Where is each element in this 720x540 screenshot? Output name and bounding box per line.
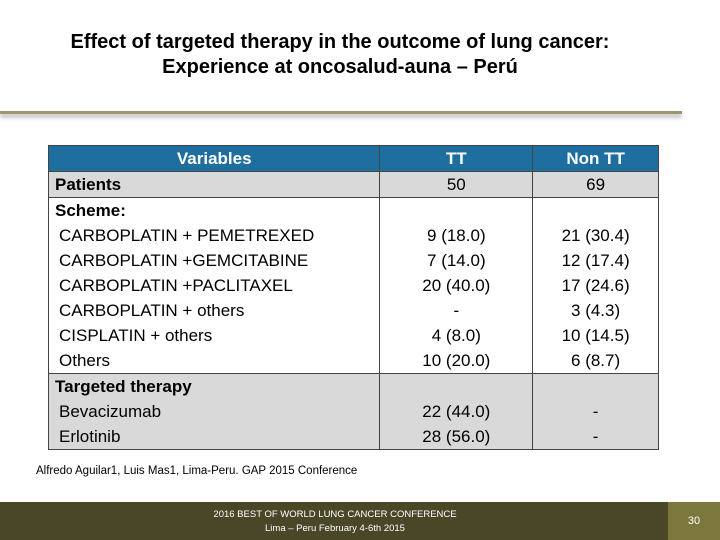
cell: 10 (14.5)	[532, 323, 659, 348]
cell: 4 (8.0)	[379, 323, 534, 348]
cell: 17 (24.6)	[532, 273, 659, 298]
table-row: Bevacizumab 22 (44.0) -	[47, 399, 659, 424]
footer: 2016 BEST OF WORLD LUNG CANCER CONFERENC…	[0, 502, 720, 540]
cell: CARBOPLATIN + others	[47, 298, 381, 323]
section-label: Scheme:	[47, 197, 381, 223]
cell: 12 (17.4)	[532, 248, 659, 273]
column-header: TT	[379, 145, 534, 172]
column-header: Variables	[47, 145, 381, 172]
cell: -	[532, 399, 659, 424]
footer-line: Lima – Peru February 4-6th 2015	[265, 523, 405, 534]
cell: CARBOPLATIN +PACLITAXEL	[47, 273, 381, 298]
cell: 20 (40.0)	[379, 273, 534, 298]
cell: 10 (20.0)	[379, 348, 534, 374]
cell: 21 (30.4)	[532, 223, 659, 248]
cell: CARBOPLATIN +GEMCITABINE	[47, 248, 381, 273]
data-table: Variables TT Non TT Patients 50 69 Scheme: CAR…	[47, 145, 659, 450]
divider	[0, 111, 682, 114]
cell	[532, 197, 659, 223]
cell: Erlotinib	[47, 424, 381, 450]
table-row: CARBOPLATIN +PACLITAXEL 20 (40.0) 17 (24.6…	[47, 273, 659, 298]
section-row: Patients 50 69	[47, 171, 659, 198]
cell	[532, 373, 659, 399]
cell: Others	[47, 348, 381, 374]
section-row: Targeted therapy	[47, 373, 659, 399]
cell: 6 (8.7)	[532, 348, 659, 374]
title: Effect of targeted therapy in the outcom…	[70, 31, 610, 78]
table-row: CARBOPLATIN + PEMETREXED 9 (18.0) 21 (30.4…	[47, 223, 659, 248]
cell	[379, 197, 534, 223]
cell	[379, 373, 534, 399]
table-row: CARBOPLATIN +GEMCITABINE 7 (14.0) 12 (17.4…	[47, 248, 659, 273]
cell: 9 (18.0)	[379, 223, 534, 248]
cell: 69	[532, 171, 659, 198]
table-row: Erlotinib 28 (56.0) -	[47, 424, 659, 450]
footer-line: 2016 BEST OF WORLD LUNG CANCER CONFERENC…	[213, 509, 457, 520]
table-row: CARBOPLATIN + others -3 (4.3)	[47, 298, 659, 323]
footnote: Alfredo Aguilar1, Luis Mas1, Lima-Peru. …	[36, 465, 358, 477]
cell: 7 (14.0)	[379, 248, 534, 273]
table-row: CISPLATIN + others 4 (8.0) 10 (14.5)	[47, 323, 659, 348]
cell: 50	[379, 171, 534, 198]
cell: -	[379, 298, 534, 323]
column-header: Non TT	[532, 145, 659, 172]
cell: Bevacizumab	[47, 399, 381, 424]
header-row: Variables TT Non TT	[47, 145, 659, 172]
cell: 28 (56.0)	[379, 424, 534, 450]
section-label: Patients	[47, 171, 381, 198]
cell: 22 (44.0)	[379, 399, 534, 424]
section-row: Scheme:	[47, 197, 659, 223]
section-label: Targeted therapy	[47, 373, 381, 399]
cell: CARBOPLATIN + PEMETREXED	[47, 223, 381, 248]
table-body: Patients 50 69 Scheme: CARBOPLATIN + PEMETRE…	[47, 171, 659, 450]
cell: -	[532, 424, 659, 450]
page-number: 30	[668, 502, 720, 540]
cell: 3 (4.3)	[532, 298, 659, 323]
table-row: Others 10 (20.0) 6 (8.7)	[47, 348, 659, 374]
cell: CISPLATIN + others	[47, 323, 381, 348]
